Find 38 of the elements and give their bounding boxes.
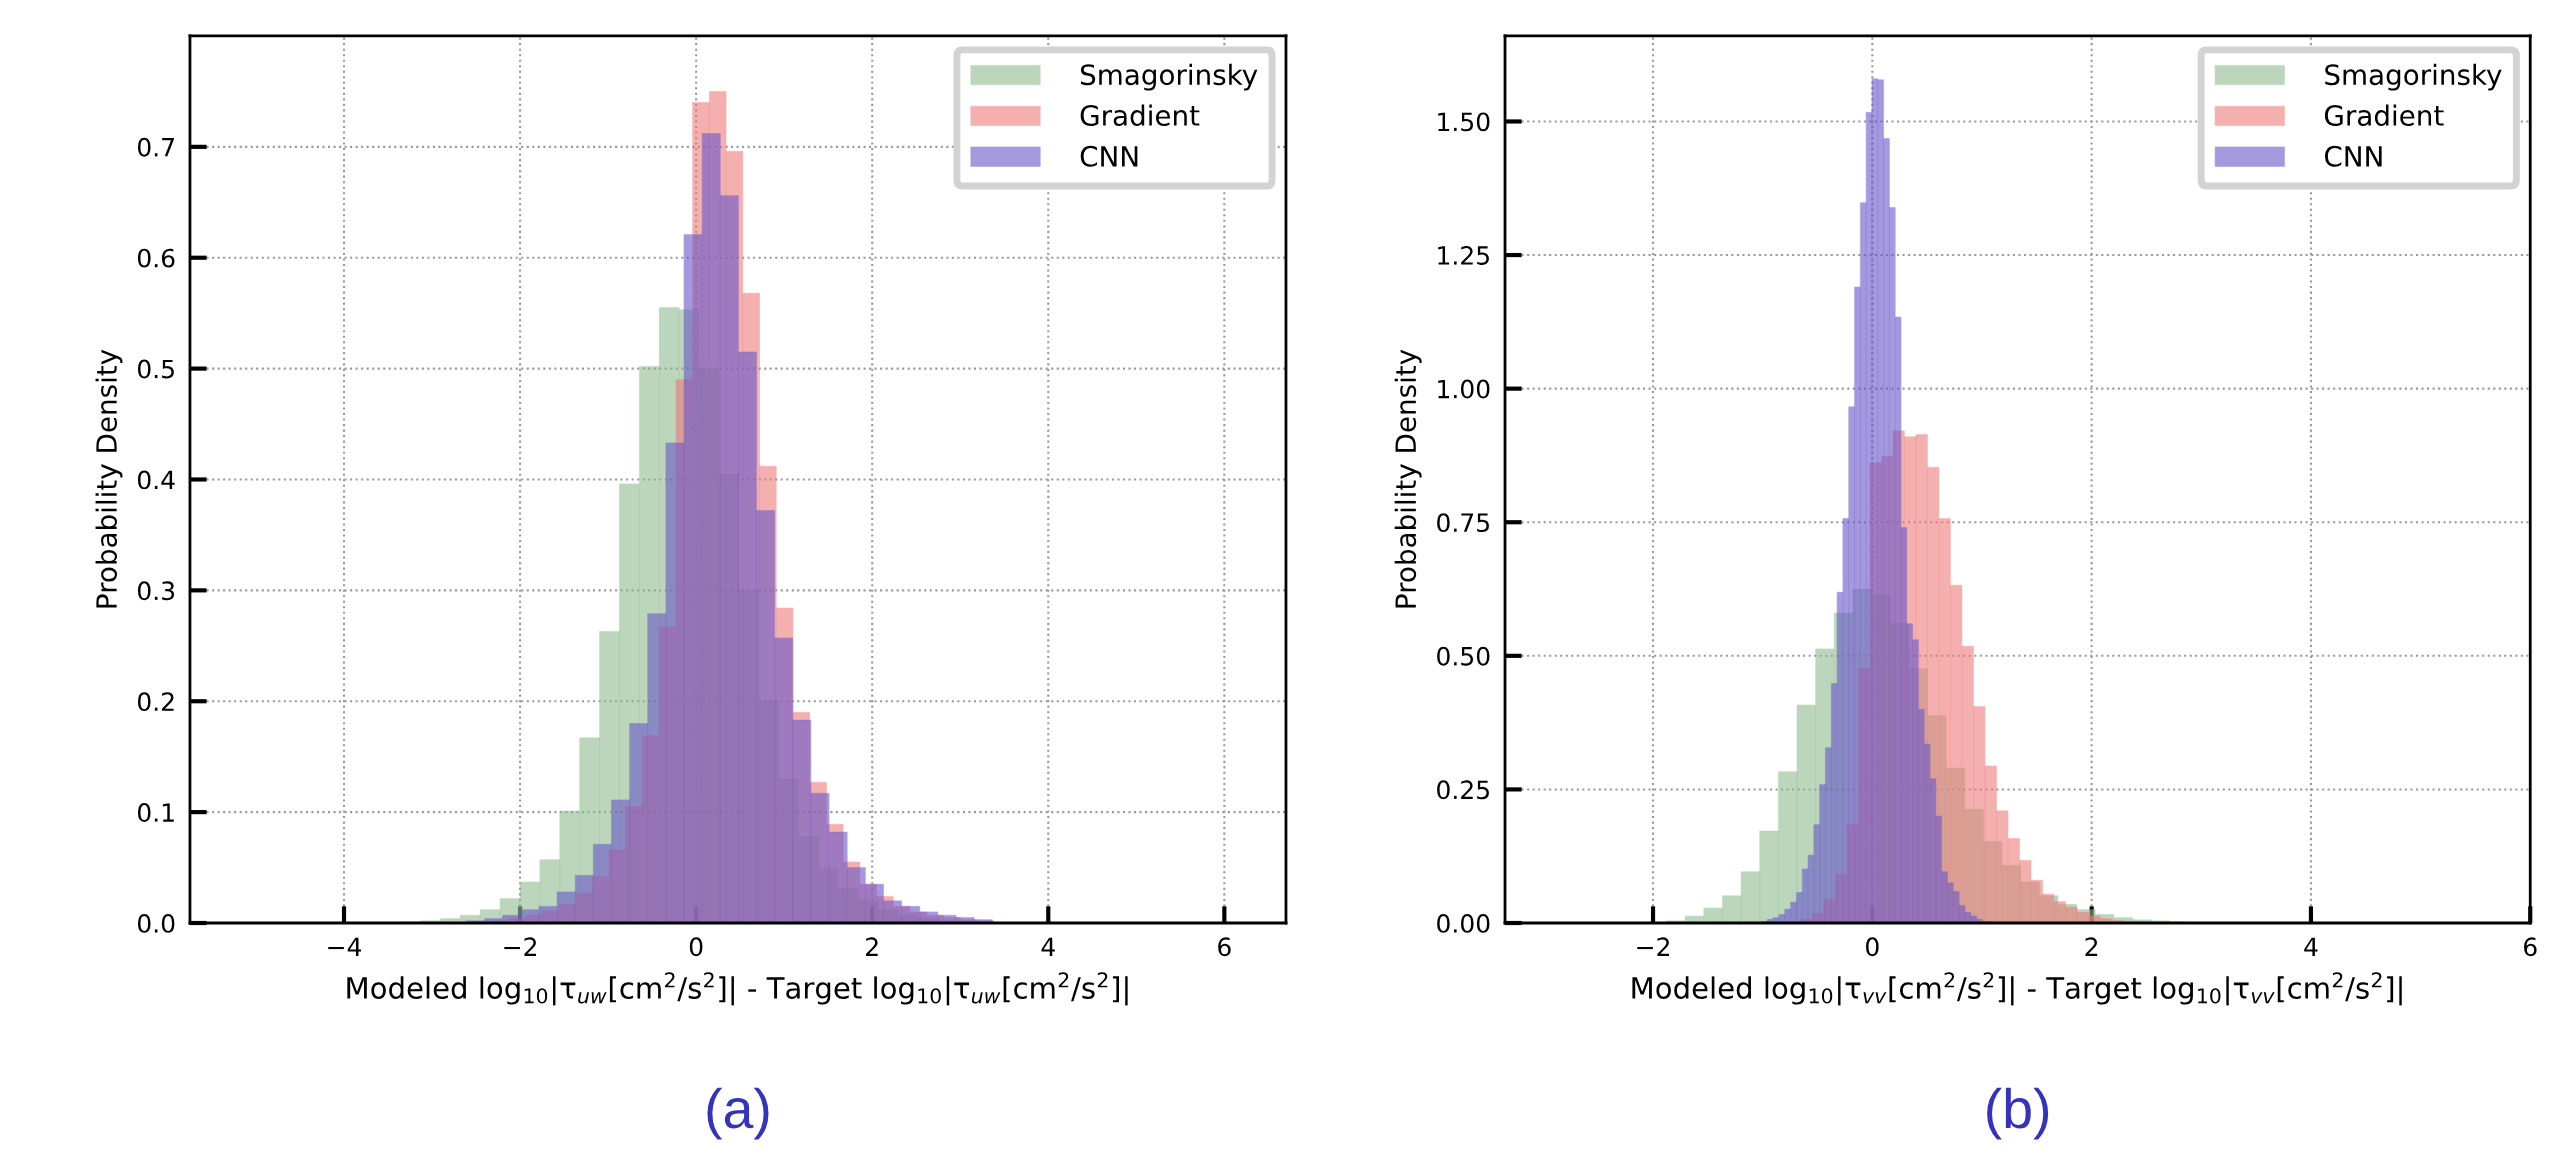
- legend-label: Smagorinsky: [2325, 63, 2502, 91]
- text: Modeled log$_{10}$|τ$_{vv}$[cm$^{2}$/s$^{2}$]| - Target log$_{10}$|τ$_{vv}$[cm$^{2}$/s$^{2}$]|: [1632, 972, 2402, 1006]
- y-tick-label: 1.50: [1438, 112, 1490, 132]
- x-tick-label: −2: [504, 937, 537, 956]
- x-tick-label: 0: [1866, 937, 1879, 957]
- y-tick-label: 0.75: [1437, 513, 1489, 533]
- x-tick-label: 4: [2304, 937, 2318, 956]
- text: Modeled log$_{10}$|τ$_{uw}$[cm$^{2}$/s$^{2}$]| - Target log$_{10}$|τ$_{uw}$[cm$^{2}$/s$^{2}$]|: [347, 972, 1128, 1006]
- legend-label: Gradient: [2324, 104, 2444, 127]
- x-tick-label: 2: [866, 937, 878, 956]
- y-tick-label: 0.25: [1437, 780, 1489, 800]
- text: (a): [707, 1087, 769, 1140]
- legend-label: CNN: [2324, 145, 2382, 167]
- y-axis-title: Probability Density: [95, 349, 123, 608]
- y-tick-label: 0.7: [137, 137, 174, 157]
- legend-label: Smagorinsky: [1080, 63, 1258, 91]
- y-tick-label: 0.00: [1437, 913, 1490, 933]
- x-tick-label: −4: [328, 937, 362, 956]
- x-tick-label: −2: [1637, 937, 1669, 956]
- x-tick-label: 2: [2085, 937, 2098, 956]
- text: (b): [1987, 1087, 2049, 1140]
- legend-label: CNN: [1080, 145, 1138, 167]
- x-tick-label: 6: [2524, 937, 2537, 957]
- y-tick-label: 0.5: [137, 359, 174, 379]
- y-tick-label: 0.1: [137, 803, 174, 822]
- y-tick-label: 0.3: [137, 581, 175, 601]
- x-tick-label: 4: [1041, 937, 1055, 956]
- y-tick-label: 0.0: [137, 913, 175, 933]
- y-tick-label: 0.50: [1437, 646, 1490, 666]
- y-tick-label: 1.25: [1438, 245, 1489, 265]
- y-tick-label: 1.00: [1438, 379, 1490, 399]
- legend-label: Gradient: [1080, 104, 1200, 127]
- x-tick-label: 6: [1218, 937, 1231, 957]
- y-tick-label: 0.4: [137, 470, 175, 490]
- y-tick-label: 0.6: [137, 248, 175, 268]
- x-tick-label: 0: [689, 937, 703, 957]
- y-tick-label: 0.2: [137, 692, 174, 712]
- y-axis-title: Probability Density: [1394, 349, 1422, 608]
